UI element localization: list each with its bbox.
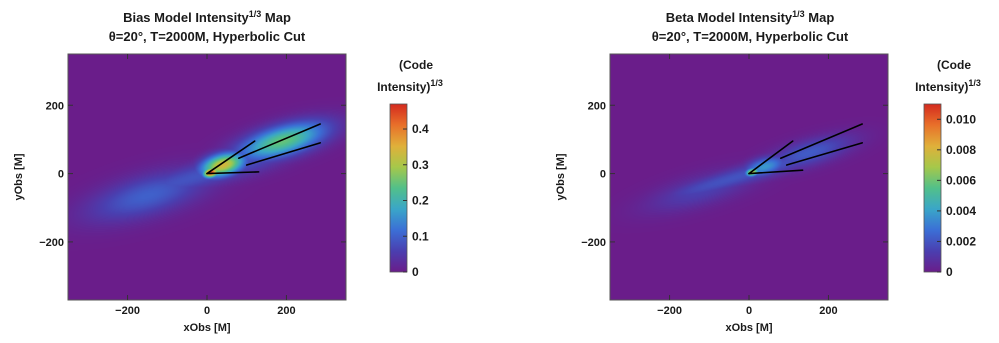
chart-title: Beta Model Intensity1/3 Map: [666, 9, 835, 25]
y-tick-label: −200: [39, 237, 64, 249]
overlay-line-3: [237, 123, 321, 160]
chart-subtitle: θ=20°, T=2000M, Hyperbolic Cut: [652, 29, 849, 44]
colorbar-tick-label: 0.006: [946, 173, 976, 187]
x-tick-label: 200: [819, 305, 837, 317]
colorbar: [923, 103, 942, 273]
x-tick-label: 0: [746, 305, 752, 317]
colorbar-label-line1: (Code: [937, 58, 971, 72]
y-tick-label: −200: [581, 237, 606, 249]
colorbar-tick-label: 0: [412, 265, 419, 279]
heatmap-image: [68, 54, 346, 300]
overlay-line-4: [785, 142, 863, 166]
colorbar-tick-label: 0.2: [412, 194, 429, 208]
y-tick-label: 200: [588, 100, 606, 112]
overlay-line-2: [748, 140, 794, 175]
chart-subtitle: θ=20°, T=2000M, Hyperbolic Cut: [109, 29, 306, 44]
y-tick-label: 0: [58, 169, 64, 181]
colorbar-label-line2: Intensity)1/3: [915, 78, 981, 94]
x-tick-label: 200: [277, 305, 295, 317]
overlay-line-1: [748, 169, 804, 175]
colorbar-tick-label: 0: [946, 265, 953, 279]
x-tick-label: 0: [204, 305, 210, 317]
colorbar-tick-label: 0.008: [946, 143, 976, 157]
colorbar-tick-label: 0.002: [946, 234, 976, 248]
chart-panel-1: −200 0 200 200 0 −200 xObs [M] yObs [M] Bias Mod…: [13, 9, 443, 334]
colorbar-tick-label: 0.4: [412, 122, 429, 136]
colorbar: [389, 103, 408, 273]
colorbar-tick-label: 0.3: [412, 158, 429, 172]
overlay-line-4: [245, 142, 321, 166]
x-tick-label: −200: [657, 305, 682, 317]
x-axis-label: xObs [M]: [183, 322, 230, 334]
chart-title: Bias Model Intensity1/3 Map: [123, 9, 291, 25]
overlay-line-3: [779, 123, 863, 160]
colorbar-tick-label: 0.010: [946, 112, 976, 126]
overlay-line-1: [206, 171, 260, 175]
colorbar-label-line2: Intensity)1/3: [377, 78, 443, 94]
y-axis-label: yObs [M]: [555, 153, 567, 200]
colorbar-label-line1: (Code: [399, 58, 433, 72]
heatmap-image: [610, 54, 888, 300]
overlay-line-2: [206, 140, 256, 175]
colorbar-tick-label: 0.1: [412, 229, 429, 243]
y-tick-label: 0: [600, 169, 606, 181]
x-axis-label: xObs [M]: [725, 322, 772, 334]
x-tick-label: −200: [115, 305, 140, 317]
y-axis-label: yObs [M]: [13, 153, 25, 200]
y-tick-label: 200: [46, 100, 64, 112]
chart-panel-2: −200 0 200 200 0 −200 xObs [M] yObs [M] Beta Mod…: [555, 9, 981, 334]
colorbar-tick-label: 0.004: [946, 204, 976, 218]
